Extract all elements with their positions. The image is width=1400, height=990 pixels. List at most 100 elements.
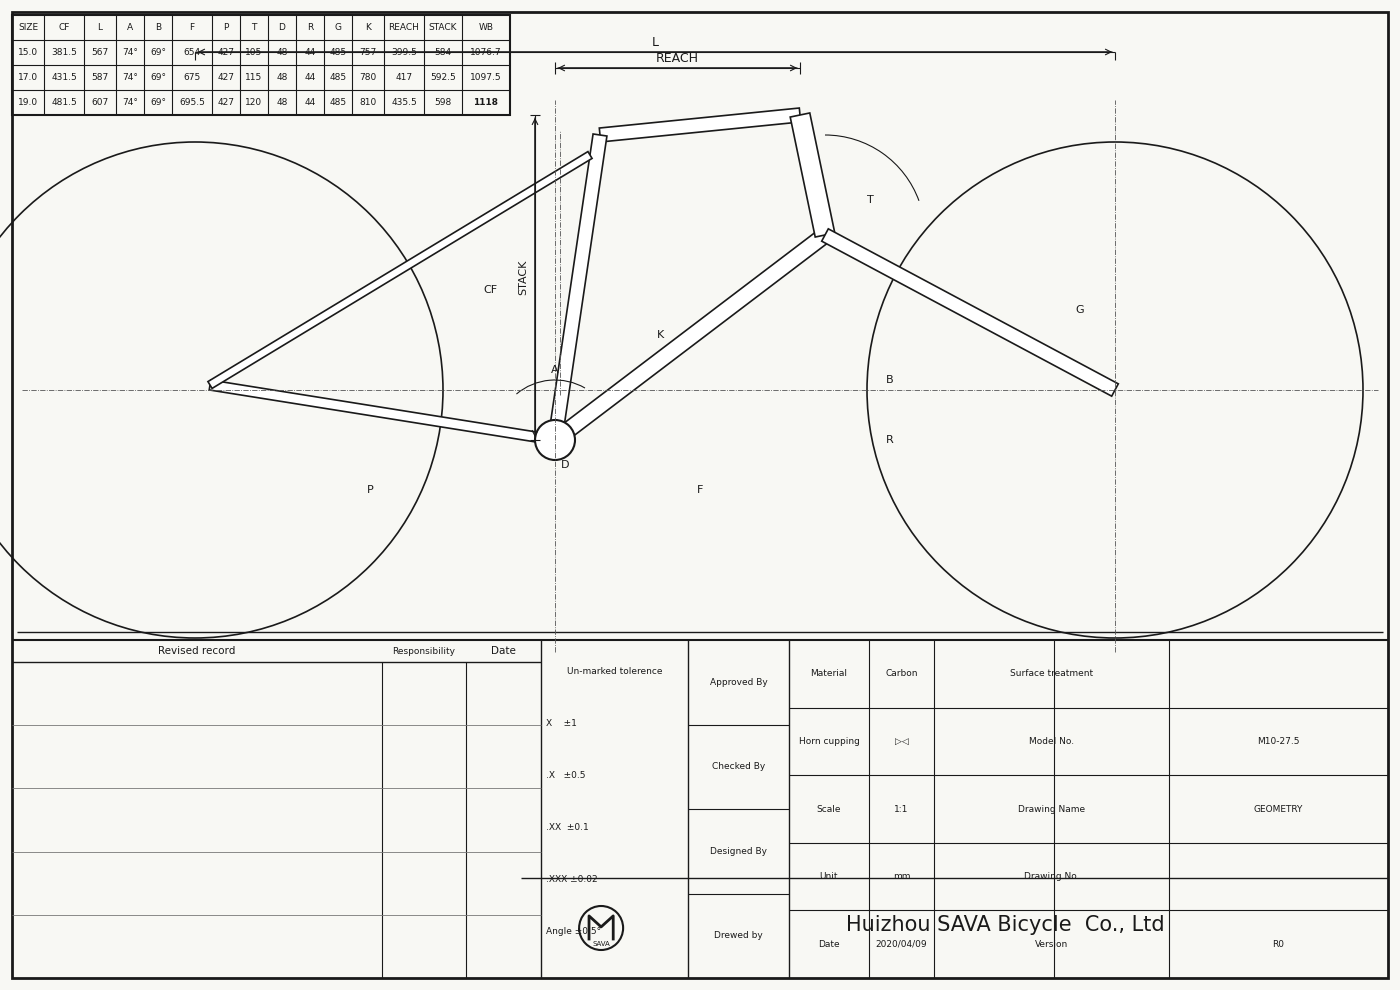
Text: ▷◁: ▷◁ [895, 737, 909, 745]
Text: 567: 567 [91, 48, 109, 57]
Text: 584: 584 [434, 48, 452, 57]
Text: 1:1: 1:1 [895, 805, 909, 814]
Text: 44: 44 [304, 48, 315, 57]
Text: 120: 120 [245, 98, 263, 107]
Text: GEOMETRY: GEOMETRY [1254, 805, 1303, 814]
Text: Un-marked tolerence: Un-marked tolerence [567, 666, 662, 676]
Text: R: R [307, 23, 314, 32]
Text: 44: 44 [304, 73, 315, 82]
Polygon shape [790, 113, 834, 237]
Text: K: K [365, 23, 371, 32]
Text: .X   ±0.5: .X ±0.5 [546, 770, 585, 780]
Text: 74°: 74° [122, 48, 139, 57]
Text: 1097.5: 1097.5 [470, 73, 501, 82]
Text: 810: 810 [360, 98, 377, 107]
Text: mm: mm [893, 872, 910, 881]
Text: 481.5: 481.5 [52, 98, 77, 107]
Text: D: D [561, 460, 570, 470]
Text: G: G [1075, 305, 1085, 315]
Text: 431.5: 431.5 [52, 73, 77, 82]
Text: Version: Version [1035, 940, 1068, 948]
Text: 695.5: 695.5 [179, 98, 204, 107]
Text: SAVA: SAVA [592, 940, 610, 946]
Text: 69°: 69° [150, 98, 167, 107]
Text: 598: 598 [434, 98, 452, 107]
Text: Checked By: Checked By [711, 762, 766, 771]
Text: 435.5: 435.5 [391, 98, 417, 107]
Text: 607: 607 [91, 98, 109, 107]
Text: Unit: Unit [820, 872, 839, 881]
Text: CF: CF [483, 285, 497, 295]
Text: T: T [252, 23, 256, 32]
Polygon shape [209, 151, 592, 388]
Polygon shape [547, 134, 608, 441]
Text: 44: 44 [304, 98, 315, 107]
Text: Huizhou SAVA Bicycle  Co., Ltd: Huizhou SAVA Bicycle Co., Ltd [846, 915, 1165, 935]
Text: 15.0: 15.0 [18, 48, 38, 57]
Text: 17.0: 17.0 [18, 73, 38, 82]
Text: 381.5: 381.5 [50, 48, 77, 57]
Text: 48: 48 [276, 73, 287, 82]
Text: G: G [335, 23, 342, 32]
Text: STACK: STACK [518, 259, 528, 295]
Text: Carbon: Carbon [885, 669, 918, 678]
Text: B: B [155, 23, 161, 32]
Text: Drewed by: Drewed by [714, 932, 763, 940]
Text: B: B [886, 375, 893, 385]
Text: Scale: Scale [816, 805, 841, 814]
Text: Angle ±0.5°: Angle ±0.5° [546, 927, 601, 936]
Text: 19.0: 19.0 [18, 98, 38, 107]
Polygon shape [209, 380, 556, 445]
Text: 427: 427 [217, 48, 235, 57]
Text: Approved By: Approved By [710, 678, 767, 687]
Text: 654: 654 [183, 48, 200, 57]
Text: 399.5: 399.5 [391, 48, 417, 57]
Text: X    ±1: X ±1 [546, 719, 577, 728]
Text: .XX  ±0.1: .XX ±0.1 [546, 823, 589, 832]
Text: 485: 485 [329, 73, 347, 82]
Text: Date: Date [491, 646, 517, 656]
Text: 427: 427 [217, 73, 235, 82]
Text: P: P [367, 485, 374, 495]
Text: R0: R0 [1273, 940, 1285, 948]
Text: Responsibility: Responsibility [392, 646, 455, 655]
Polygon shape [822, 229, 1119, 396]
Text: 1076.7: 1076.7 [470, 48, 501, 57]
Text: K: K [657, 330, 664, 340]
Text: A: A [127, 23, 133, 32]
Text: 780: 780 [360, 73, 377, 82]
Text: Date: Date [818, 940, 840, 948]
Text: Revised record: Revised record [158, 646, 235, 656]
Text: D: D [279, 23, 286, 32]
Text: Model No.: Model No. [1029, 737, 1074, 745]
Text: 417: 417 [395, 73, 413, 82]
Text: Drawing No.: Drawing No. [1023, 872, 1079, 881]
Text: 69°: 69° [150, 73, 167, 82]
Polygon shape [550, 229, 830, 446]
Text: WB: WB [479, 23, 493, 32]
Text: A: A [552, 365, 559, 375]
Text: 48: 48 [276, 98, 287, 107]
Text: SIZE: SIZE [18, 23, 38, 32]
Text: 675: 675 [183, 73, 200, 82]
Text: REACH: REACH [657, 51, 699, 64]
Text: 115: 115 [245, 73, 263, 82]
Text: R: R [886, 435, 893, 445]
Text: 1118: 1118 [473, 98, 498, 107]
Text: REACH: REACH [389, 23, 420, 32]
Text: .XXX ±0.02: .XXX ±0.02 [546, 875, 598, 884]
Text: Horn cupping: Horn cupping [798, 737, 860, 745]
Text: 48: 48 [276, 48, 287, 57]
Circle shape [535, 420, 575, 460]
Text: F: F [697, 485, 703, 495]
Text: F: F [189, 23, 195, 32]
Text: T: T [867, 195, 874, 205]
Text: 757: 757 [360, 48, 377, 57]
Text: 485: 485 [329, 48, 347, 57]
Polygon shape [599, 108, 801, 142]
Text: 74°: 74° [122, 73, 139, 82]
Bar [13, 15, 510, 115]
Text: Drawing Name: Drawing Name [1018, 805, 1085, 814]
Text: M10-27.5: M10-27.5 [1257, 737, 1299, 745]
Text: 2020/04/09: 2020/04/09 [875, 940, 927, 948]
